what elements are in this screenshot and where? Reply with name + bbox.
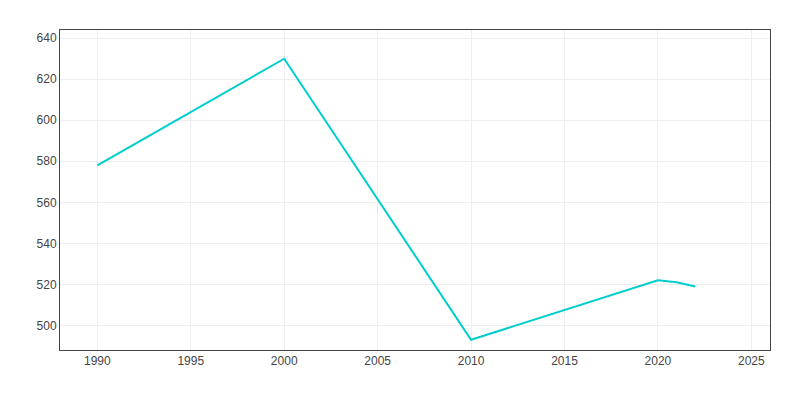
svg-text:2010: 2010 xyxy=(458,354,485,368)
svg-text:540: 540 xyxy=(37,237,57,251)
svg-text:560: 560 xyxy=(37,196,57,210)
svg-text:2015: 2015 xyxy=(551,354,578,368)
svg-text:2020: 2020 xyxy=(645,354,672,368)
svg-text:620: 620 xyxy=(37,72,57,86)
svg-text:2005: 2005 xyxy=(364,354,391,368)
svg-text:500: 500 xyxy=(37,319,57,333)
svg-text:600: 600 xyxy=(37,113,57,127)
svg-text:2000: 2000 xyxy=(271,354,298,368)
svg-text:1990: 1990 xyxy=(84,354,111,368)
svg-text:580: 580 xyxy=(37,154,57,168)
svg-text:520: 520 xyxy=(37,278,57,292)
svg-text:640: 640 xyxy=(37,31,57,45)
svg-text:1995: 1995 xyxy=(177,354,204,368)
svg-text:2025: 2025 xyxy=(738,354,765,368)
